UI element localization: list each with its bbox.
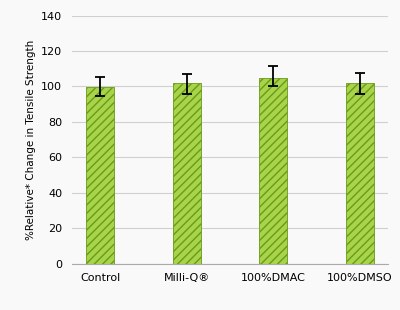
Bar [86,87,114,264]
Y-axis label: %Relative* Change in Tensile Strength: %Relative* Change in Tensile Strength [26,39,36,240]
Bar [173,83,200,264]
Bar [260,78,287,264]
Bar [346,83,374,264]
